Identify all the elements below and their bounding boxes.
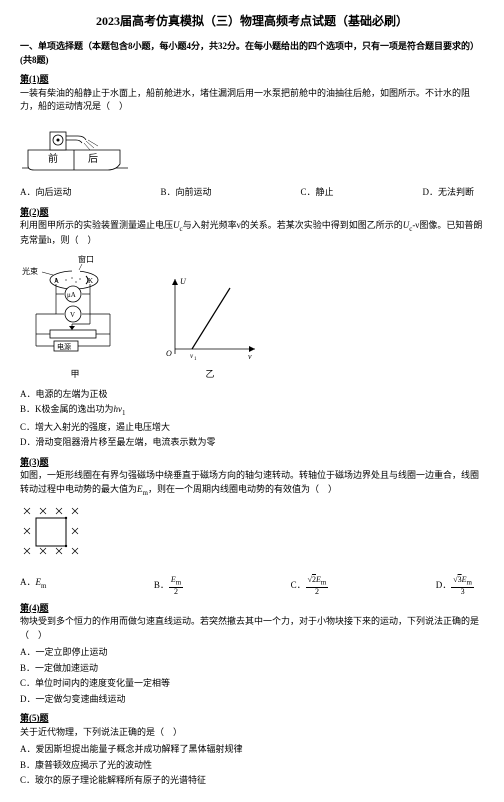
q2-optB: B．K极金属的逸出功为hν1 — [20, 403, 484, 418]
q3-optB: B．Em2 — [154, 576, 183, 596]
q2-text: 利用图甲所示的实验装置测量遏止电压Uc与入射光频率ν的关系。若某次实验中得到如图… — [20, 219, 484, 248]
boat-front-label: 前 — [48, 152, 58, 165]
svg-text:O: O — [166, 349, 172, 358]
q3-optD: D．√3Em3 — [436, 576, 474, 596]
q5-label: 第(5)题 — [20, 712, 484, 726]
q4-optC: C．单位时间内的速度变化量一定相等 — [20, 677, 484, 691]
q2-optA: A．电源的左端为正极 — [20, 388, 484, 402]
q1-text: 一装有柴油的船静止于水面上，船前舱进水，堵住漏洞后用一水泵把前舱中的油抽往后舱，… — [20, 87, 484, 114]
q2-cap2: 乙 — [160, 368, 260, 382]
svg-text:K: K — [88, 277, 93, 285]
q1-options: A．向后运动 B．向前运动 C．静止 D．无法判断 — [20, 186, 484, 200]
q1-optA: A．向后运动 — [20, 186, 72, 200]
q1-optC: C．静止 — [300, 186, 333, 200]
svg-text:V: V — [70, 311, 75, 319]
svg-text:ν: ν — [248, 352, 252, 361]
q1-figure: 前 后 — [20, 120, 484, 181]
q4-label: 第(4)题 — [20, 602, 484, 616]
svg-text:窗口: 窗口 — [78, 254, 94, 264]
q4-optB: B．一定做加速运动 — [20, 662, 484, 676]
q3-optC: C．√2Em2 — [291, 576, 329, 596]
svg-text:U: U — [180, 277, 187, 286]
q3-text: 如图，一矩形线圈在有界匀强磁场中绕垂直于磁场方向的轴匀速转动。转轴位于磁场边界处… — [20, 469, 484, 498]
page-title: 2023届高考仿真模拟（三）物理高频考点试题（基础必刷） — [20, 12, 484, 30]
q2-cap1: 甲 — [20, 368, 130, 382]
q5-optC: C．玻尔的原子理论能解释所有原子的光谱特征 — [20, 774, 484, 788]
boat-back-label: 后 — [88, 153, 98, 165]
svg-text:光束: 光束 — [22, 266, 38, 276]
section-header: 一、单项选择题（本题包含8小题，每小题4分，共32分。在每小题给出的四个选项中，… — [20, 40, 484, 67]
q2-optD: D．滑动变阻器滑片移至最左端，电流表示数为零 — [20, 436, 484, 450]
q5-optA: A．爱因斯坦提出能量子概念并成功解释了黑体辐射规律 — [20, 743, 484, 757]
q5-optB: B．康普顿效应揭示了光的波动性 — [20, 759, 484, 773]
q1-optB: B．向前运动 — [160, 186, 211, 200]
q2-figure: 窗口 光束 A K μA — [20, 254, 484, 382]
svg-text:电源: 电源 — [57, 342, 71, 351]
q4-options: A．一定立即停止运动 B．一定做加速运动 C．单位时间内的速度变化量一定相等 D… — [20, 646, 484, 706]
q2-options: A．电源的左端为正极 B．K极金属的逸出功为hν1 C．增大入射光的强度，遏止电… — [20, 388, 484, 450]
q1-optD: D．无法判断 — [422, 186, 474, 200]
q4-optD: D．一定做匀变速曲线运动 — [20, 693, 484, 707]
q5-options: A．爱因斯坦提出能量子概念并成功解释了黑体辐射规律 B．康普顿效应揭示了光的波动… — [20, 743, 484, 788]
q3-label: 第(3)题 — [20, 456, 484, 470]
q3-options: A．Em B．Em2 C．√2Em2 D．√3Em3 — [20, 576, 484, 596]
q3-figure — [20, 504, 484, 571]
q2-label: 第(2)题 — [20, 206, 484, 220]
svg-text:A: A — [54, 277, 59, 285]
q5-text: 关于近代物理，下列说法正确的是（ ） — [20, 726, 484, 740]
q3-optA: A．Em — [20, 576, 46, 596]
q1-label: 第(1)题 — [20, 73, 484, 87]
q2-optC: C．增大入射光的强度，遏止电压增大 — [20, 421, 484, 435]
q4-text: 物块受到多个恒力的作用而做匀速直线运动。若突然撤去其中一个力，对于小物块接下来的… — [20, 615, 484, 642]
q4-optA: A．一定立即停止运动 — [20, 646, 484, 660]
svg-text:1: 1 — [194, 357, 197, 362]
svg-text:μA: μA — [67, 291, 76, 299]
